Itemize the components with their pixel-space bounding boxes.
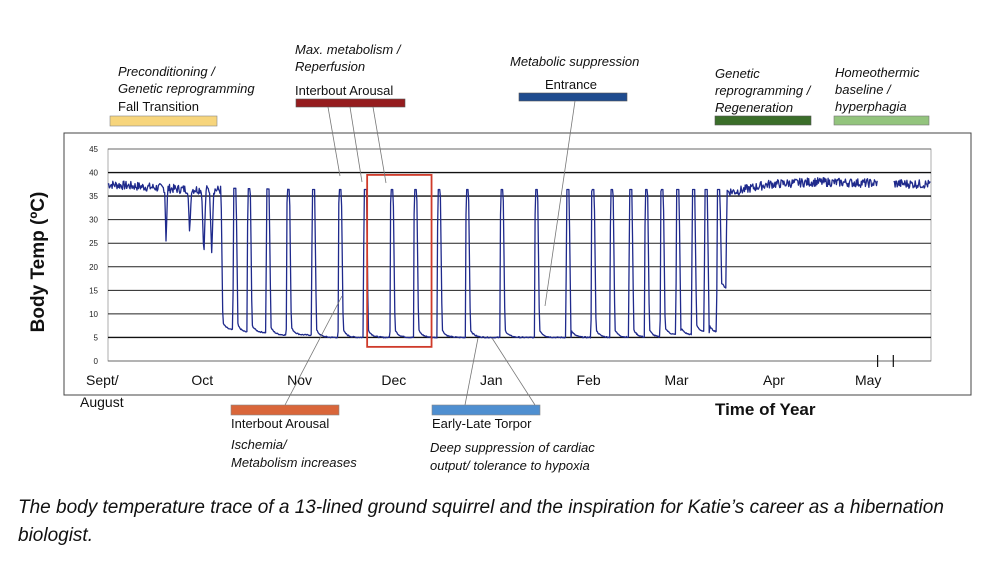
y-tick-label: 35 [89,192,98,201]
y-tick-label: 25 [89,239,98,248]
annotation-entrance: Metabolic suppression Entrance [510,54,639,102]
annotation-line: Genetic reprogramming [118,81,255,96]
annotation-line: Reperfusion [295,59,365,74]
pointer-line [464,337,479,406]
y-tick-label: 0 [94,357,99,366]
annotation-bar [714,115,812,126]
x-tick-label: Jan [480,372,503,388]
y-axis-title: Body Temp (ºC) [28,192,49,333]
x-tick-label: Oct [191,372,213,388]
y-tick-label: 40 [89,169,98,178]
y-tick-labels: 0 5 10 15 20 25 30 35 40 45 [89,145,98,366]
annotation-line: Genetic [715,66,760,81]
annotation-label: Interbout Arousal [231,416,329,431]
x-tick-label: Nov [287,372,312,388]
annotation-line: Regeneration [715,100,793,115]
y-tick-label: 45 [89,145,98,154]
x-tick-labels: Sept/Oct Nov Dec Jan Feb Mar Apr May [86,372,881,388]
annotation-bar [109,115,218,127]
annotation-torpor: Early-Late Torpor Deep suppression of ca… [430,404,595,473]
annotation-line: Max. metabolism / [295,42,402,57]
pointer-line [491,337,536,406]
annotation-line: baseline / [835,82,892,97]
y-tick-label: 10 [89,310,98,319]
annotation-line: reprogramming / [715,83,812,98]
annotation-label: Entrance [545,77,597,92]
x-extra-label: August [80,394,124,410]
annotation-interbout-arousal-bottom: Interbout Arousal Ischemia/ Metabolism i… [230,404,357,470]
annotation-bar [295,98,406,108]
x-tick-label: Sept/ [86,372,119,388]
annotation-line: hyperphagia [835,99,907,114]
pointer-line [327,106,341,177]
annotation-regeneration: Genetic reprogramming / Regeneration [714,66,812,126]
annotation-bar [431,404,541,416]
pointer-line [284,295,343,406]
annotation-label: Fall Transition [118,99,199,114]
y-tick-label: 30 [89,216,98,225]
y-tick-label: 5 [94,333,99,342]
pointer-lines [284,100,576,406]
annotation-label: Interbout Arousal [295,83,393,98]
chart-frame [63,132,972,396]
annotation-line: Deep suppression of cardiac [430,440,595,455]
annotation-line: Metabolic suppression [510,54,639,69]
x-tick-label: Apr [763,372,785,388]
body-temp-trace [107,177,931,339]
annotation-bar [518,92,628,102]
y-tick-label: 20 [89,263,98,272]
figure-caption: The body temperature trace of a 13-lined… [18,497,944,546]
annotation-line: Metabolism increases [231,455,357,470]
annotation-homeothermic: Homeothermic baseline / hyperphagia [833,65,930,126]
annotation-interbout-arousal-top: Max. metabolism / Reperfusion Interbout … [295,42,406,108]
x-axis-break-marks [876,355,894,367]
highlight-box [366,174,433,348]
annotation-bar [230,404,340,416]
annotation-line: Homeothermic [835,65,920,80]
pointer-line [349,106,363,183]
x-axis-title: Time of Year [715,400,816,419]
annotation-line: output/ tolerance to hypoxia [430,458,590,473]
hibernation-chart: 0 5 10 15 20 25 30 35 40 45 Sept/Oct Nov Dec Jan Feb M… [28,42,972,473]
x-tick-label: Feb [577,372,601,388]
x-tick-label: May [855,372,881,388]
y-tick-label: 15 [89,286,98,295]
pointer-line [544,100,576,307]
annotation-fall-transition: Preconditioning / Genetic reprogramming … [109,64,255,127]
annotation-line: Ischemia/ [231,437,288,452]
trace-group [107,177,931,339]
annotation-bar [833,115,930,126]
x-tick-label: Mar [664,372,688,388]
x-tick-label: Dec [381,372,406,388]
pointer-line [372,106,387,184]
annotation-line: Preconditioning / [118,64,216,79]
annotation-label: Early-Late Torpor [432,416,532,431]
